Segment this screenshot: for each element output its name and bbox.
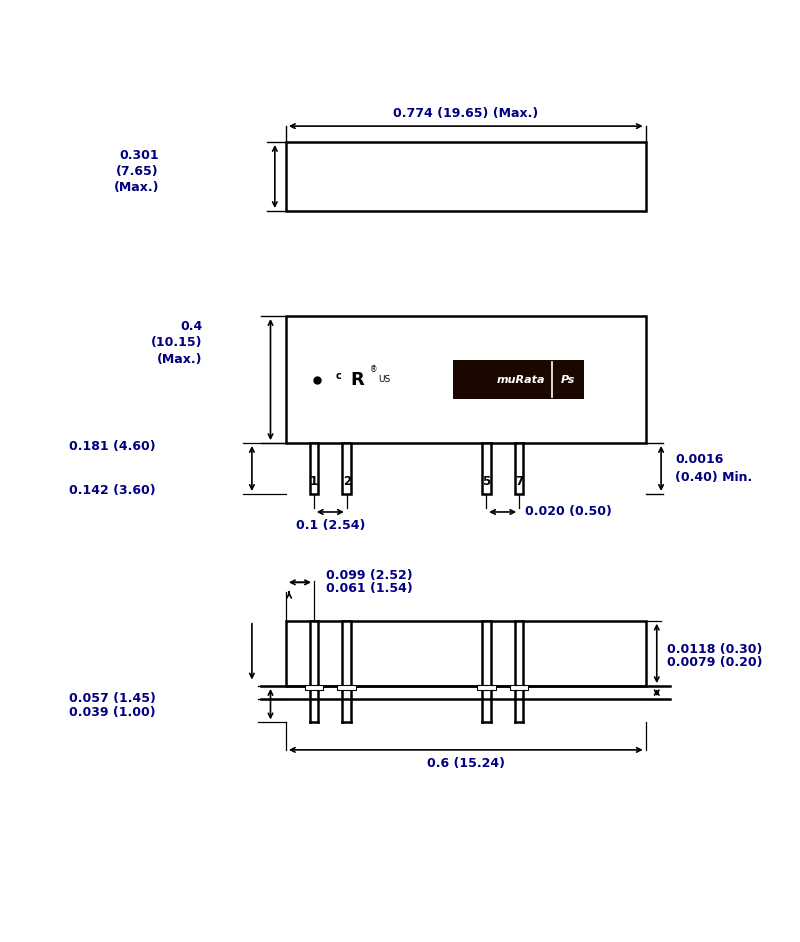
Bar [482, 443, 490, 494]
Text: 2: 2 [342, 475, 351, 488]
Text: Ps: Ps [561, 375, 575, 384]
Bar [514, 443, 523, 494]
Text: c: c [336, 371, 342, 381]
Text: R: R [350, 370, 364, 389]
Text: (Max.): (Max.) [157, 353, 202, 366]
Text: (10.15): (10.15) [151, 336, 202, 349]
Text: 0.057 (1.45): 0.057 (1.45) [69, 691, 156, 705]
Text: 5: 5 [482, 475, 490, 488]
Bar [310, 443, 318, 494]
Bar [454, 360, 584, 399]
Bar [310, 621, 318, 686]
Text: 1: 1 [310, 475, 318, 488]
Text: (Max.): (Max.) [114, 181, 159, 194]
Text: 0.1 (2.54): 0.1 (2.54) [296, 519, 365, 532]
Text: (7.65): (7.65) [116, 165, 159, 178]
Bar [342, 621, 351, 686]
Text: 0.020 (0.50): 0.020 (0.50) [526, 506, 612, 518]
Bar [482, 621, 490, 686]
Text: 0.0079 (0.20): 0.0079 (0.20) [667, 657, 763, 670]
Text: 7: 7 [515, 475, 523, 488]
Text: 0.061 (1.54): 0.061 (1.54) [326, 582, 413, 595]
Bar [514, 621, 523, 686]
Text: US: US [378, 375, 390, 384]
Text: 0.142 (3.60): 0.142 (3.60) [69, 483, 156, 496]
Text: 0.181 (4.60): 0.181 (4.60) [69, 440, 156, 453]
Text: 0.301: 0.301 [119, 150, 159, 162]
Bar [477, 685, 495, 690]
Bar [286, 142, 646, 211]
Bar [305, 685, 323, 690]
Bar [286, 621, 646, 686]
Text: 0.6 (15.24): 0.6 (15.24) [427, 757, 505, 771]
Text: 0.0016: 0.0016 [675, 453, 724, 466]
Text: ®: ® [370, 365, 378, 374]
Bar [338, 685, 356, 690]
Text: (0.40) Min.: (0.40) Min. [675, 471, 753, 483]
Bar [342, 443, 351, 494]
Text: 0.099 (2.52): 0.099 (2.52) [326, 569, 413, 582]
Bar [510, 685, 529, 690]
Text: 0.774 (19.65) (Max.): 0.774 (19.65) (Max.) [393, 107, 538, 121]
Text: 0.0118 (0.30): 0.0118 (0.30) [667, 643, 762, 657]
Text: 0.4: 0.4 [180, 319, 202, 333]
Bar [286, 317, 646, 443]
Text: 0.039 (1.00): 0.039 (1.00) [69, 706, 156, 720]
Text: muRata: muRata [497, 375, 546, 384]
